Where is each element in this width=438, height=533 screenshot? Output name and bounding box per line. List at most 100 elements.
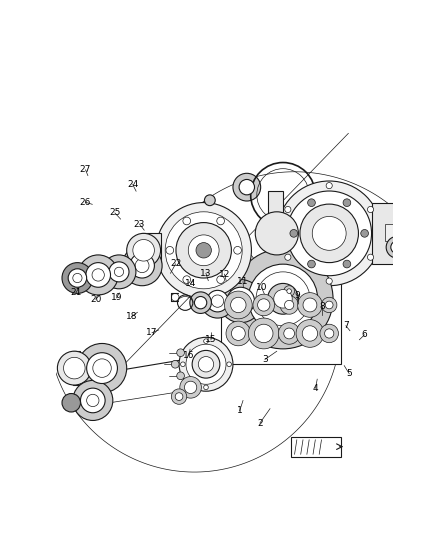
- Circle shape: [239, 180, 254, 195]
- Circle shape: [307, 260, 315, 268]
- Circle shape: [78, 255, 118, 295]
- Circle shape: [312, 216, 346, 251]
- Circle shape: [399, 252, 406, 258]
- Circle shape: [176, 223, 231, 278]
- Circle shape: [320, 324, 339, 343]
- Circle shape: [62, 393, 81, 412]
- Circle shape: [242, 182, 251, 192]
- Circle shape: [171, 389, 187, 405]
- Bar: [268, 191, 283, 276]
- Circle shape: [114, 267, 124, 277]
- Circle shape: [127, 233, 161, 267]
- Circle shape: [307, 199, 315, 206]
- Circle shape: [255, 212, 298, 255]
- Circle shape: [303, 298, 317, 312]
- Circle shape: [184, 381, 197, 393]
- Circle shape: [326, 278, 332, 284]
- Circle shape: [226, 321, 251, 346]
- Circle shape: [227, 287, 254, 315]
- Circle shape: [386, 237, 408, 258]
- Circle shape: [217, 217, 224, 225]
- Text: 20: 20: [90, 295, 101, 304]
- Circle shape: [399, 238, 406, 244]
- Text: 24: 24: [127, 180, 138, 189]
- Circle shape: [190, 292, 212, 313]
- Circle shape: [57, 351, 91, 385]
- Circle shape: [254, 324, 273, 343]
- Text: 6: 6: [361, 330, 367, 340]
- Bar: [73, 351, 81, 385]
- Circle shape: [205, 195, 215, 206]
- Text: 22: 22: [170, 260, 181, 268]
- Text: 10: 10: [256, 283, 267, 292]
- Text: 27: 27: [80, 165, 91, 174]
- Circle shape: [274, 289, 292, 308]
- Circle shape: [285, 206, 291, 213]
- Circle shape: [201, 284, 234, 318]
- Text: 13: 13: [200, 269, 212, 278]
- Circle shape: [212, 295, 224, 308]
- Text: 15: 15: [205, 335, 217, 344]
- Circle shape: [87, 353, 117, 384]
- Circle shape: [87, 394, 99, 407]
- Circle shape: [399, 223, 406, 229]
- Circle shape: [284, 286, 294, 296]
- Circle shape: [192, 350, 220, 378]
- Circle shape: [403, 223, 422, 244]
- Circle shape: [171, 360, 179, 368]
- Circle shape: [183, 276, 191, 284]
- Bar: [142, 233, 161, 267]
- Circle shape: [130, 253, 155, 278]
- Text: 3: 3: [262, 355, 268, 364]
- Circle shape: [343, 199, 351, 206]
- Circle shape: [321, 297, 337, 313]
- Circle shape: [81, 388, 105, 413]
- Text: 18: 18: [126, 312, 138, 321]
- Text: 17: 17: [146, 328, 158, 337]
- Circle shape: [296, 320, 324, 348]
- Circle shape: [233, 249, 333, 349]
- Circle shape: [166, 246, 173, 254]
- Circle shape: [233, 294, 248, 309]
- Circle shape: [227, 362, 231, 367]
- Circle shape: [287, 289, 291, 294]
- Circle shape: [325, 329, 334, 338]
- Circle shape: [285, 301, 294, 310]
- Circle shape: [175, 393, 183, 400]
- Circle shape: [396, 216, 429, 251]
- Circle shape: [179, 337, 233, 391]
- Circle shape: [177, 372, 184, 379]
- Circle shape: [64, 357, 85, 379]
- Circle shape: [122, 246, 162, 286]
- Circle shape: [343, 260, 351, 268]
- Text: 5: 5: [346, 369, 352, 378]
- Circle shape: [231, 327, 245, 341]
- Circle shape: [300, 204, 358, 263]
- Circle shape: [325, 301, 333, 309]
- Circle shape: [183, 217, 191, 225]
- Circle shape: [285, 254, 291, 260]
- Circle shape: [73, 381, 113, 421]
- Circle shape: [135, 259, 149, 273]
- Circle shape: [62, 263, 93, 294]
- Circle shape: [279, 322, 300, 344]
- Text: 4: 4: [313, 384, 318, 393]
- Circle shape: [165, 212, 242, 289]
- Circle shape: [198, 357, 214, 372]
- Circle shape: [361, 230, 368, 237]
- Circle shape: [217, 276, 224, 284]
- Circle shape: [268, 284, 298, 314]
- Text: 7: 7: [343, 321, 349, 330]
- Circle shape: [93, 359, 111, 377]
- Circle shape: [298, 293, 322, 317]
- Circle shape: [253, 294, 275, 316]
- Text: 9: 9: [294, 292, 300, 300]
- Text: 2: 2: [257, 418, 263, 427]
- Text: 12: 12: [219, 270, 230, 279]
- Circle shape: [102, 255, 136, 289]
- Circle shape: [258, 299, 270, 311]
- Text: 1: 1: [237, 406, 243, 415]
- Circle shape: [78, 343, 127, 393]
- Circle shape: [188, 235, 219, 265]
- Bar: [385, 224, 402, 241]
